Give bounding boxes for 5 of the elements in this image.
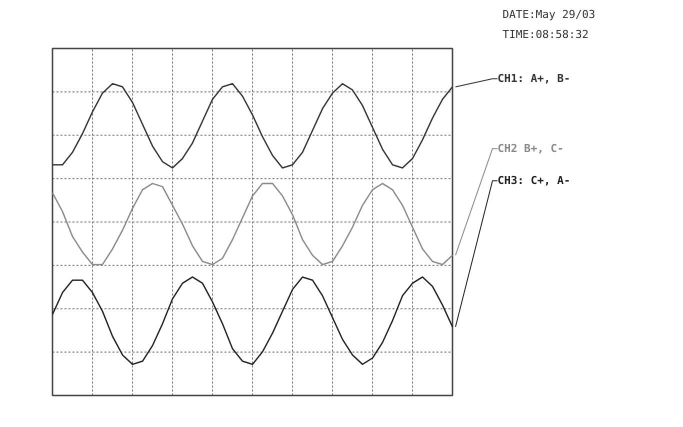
legend-label: CH1: A+, B- <box>498 72 570 86</box>
text: DATE:May 29/03 <box>502 8 596 21</box>
text: TIME:08:58:32 <box>502 28 589 41</box>
text: CH3: C+, A- <box>498 174 570 188</box>
text: CH2 B+, C- <box>498 142 564 156</box>
